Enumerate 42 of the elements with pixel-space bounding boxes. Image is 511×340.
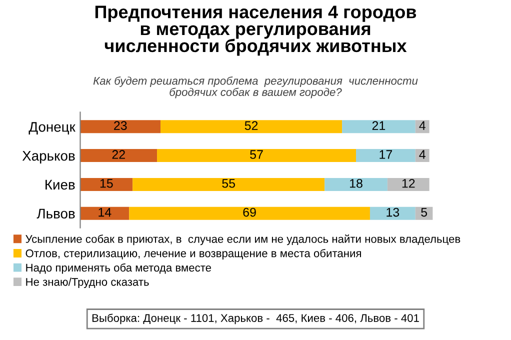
legend-label: Усыпление собак в приютах, в случае если им не удалось найти новых владельцев [26, 234, 460, 246]
data-label: 14 [98, 208, 112, 217]
data-label: 23 [114, 121, 127, 130]
chart-title: Предпочтения населения 4 городов в методах регулирования численности бродячих животных [95, 6, 416, 56]
chart-subtitle: Как будет решаться проблема регулирования численности бродячих собак в вашем городе? [93, 76, 418, 98]
bar [342, 120, 416, 134]
data-label: 22 [112, 150, 125, 159]
bar [356, 149, 416, 162]
bar [387, 178, 430, 191]
data-label: 57 [250, 150, 263, 159]
bar [80, 178, 133, 191]
data-label: 15 [100, 179, 113, 188]
legend-label: Надо применять оба метода вместе [26, 263, 212, 274]
bar [157, 149, 356, 162]
bar [370, 206, 416, 220]
bar [129, 206, 370, 220]
data-label: 17 [380, 150, 392, 159]
legend-label: Отлов, стерилизацию, лечение и возвращение в места обитания [26, 248, 361, 260]
bar [80, 206, 130, 220]
bar [160, 120, 342, 134]
data-label: 5 [421, 208, 428, 217]
bar [80, 120, 161, 134]
y-tick-label: Харьков [22, 151, 75, 164]
y-tick-label: Киев [46, 180, 75, 190]
bar [132, 178, 325, 191]
data-label: 4 [419, 150, 426, 159]
legend-label: Не знаю/Трудно сказать [26, 278, 149, 288]
data-label: 21 [372, 121, 386, 130]
data-label: 52 [244, 121, 258, 130]
data-label: 69 [243, 208, 256, 217]
data-label: 12 [402, 178, 415, 188]
data-label: 13 [386, 208, 400, 217]
data-label: 4 [419, 121, 426, 130]
bar [415, 120, 430, 134]
data-label: 55 [222, 179, 236, 188]
data-label: 18 [350, 178, 362, 188]
bar [80, 149, 158, 162]
y-tick-label: Донецк [28, 122, 76, 134]
y-tick-label: Львов [36, 208, 75, 219]
bar [324, 178, 388, 191]
text: Выборка: Донецк - 1101, Харьков - 465, Киев - 406, Львов - 401 [92, 314, 419, 324]
bar [415, 149, 430, 162]
